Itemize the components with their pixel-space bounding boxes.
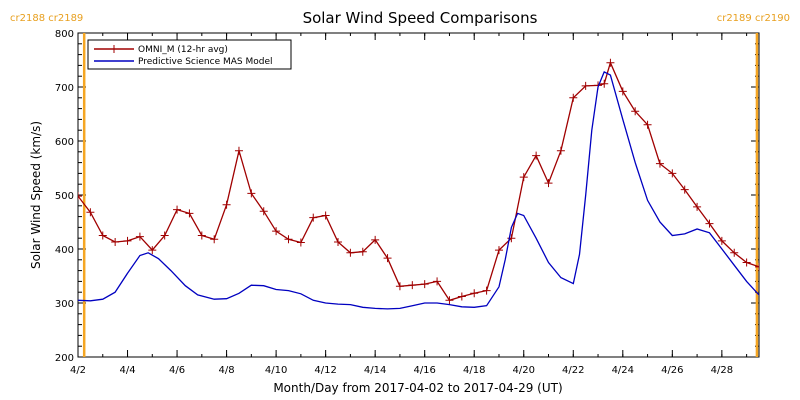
- x-tick-label: 4/22: [562, 365, 584, 376]
- data-point-omni: [606, 58, 615, 67]
- data-point-omni: [371, 235, 380, 244]
- data-point-omni: [334, 237, 343, 246]
- x-tick-label: 4/20: [513, 365, 535, 376]
- data-point-omni: [358, 247, 367, 256]
- y-tick-label: 800: [55, 29, 74, 40]
- data-point-omni: [470, 289, 479, 298]
- data-point-omni: [210, 235, 219, 244]
- data-point-omni: [532, 151, 541, 160]
- legend-label-omni: OMNI_M (12-hr avg): [138, 45, 228, 55]
- x-tick-label: 4/12: [314, 365, 336, 376]
- legend-marker-omni: [110, 45, 118, 53]
- series-line-mas: [78, 70, 759, 310]
- data-point-omni: [544, 179, 553, 188]
- x-tick-label: 4/10: [265, 365, 287, 376]
- data-point-omni: [259, 207, 268, 216]
- data-point-omni: [346, 248, 355, 257]
- data-point-omni: [309, 213, 318, 222]
- data-point-omni: [755, 262, 759, 271]
- data-point-omni: [433, 277, 442, 286]
- x-tick-label: 4/2: [70, 365, 86, 376]
- y-axis-label: Solar Wind Speed (km/s): [29, 121, 43, 269]
- data-point-omni: [420, 280, 429, 289]
- data-point-omni: [173, 205, 182, 214]
- data-point-omni: [457, 292, 466, 301]
- data-point-omni: [600, 79, 609, 88]
- data-point-omni: [742, 258, 751, 267]
- data-point-omni: [135, 232, 144, 241]
- chart-title: Solar Wind Speed Comparisons: [303, 9, 538, 27]
- data-point-omni: [395, 282, 404, 291]
- legend: OMNI_M (12-hr avg) Predictive Science MA…: [87, 39, 292, 70]
- data-point-omni: [631, 107, 640, 116]
- data-point-omni: [111, 237, 120, 246]
- y-tick-label: 200: [55, 353, 74, 364]
- x-tick-label: 4/6: [169, 365, 185, 376]
- carrington-label-left: cr2188 cr2189: [10, 13, 83, 24]
- data-point-omni: [383, 254, 392, 263]
- data-point-omni: [222, 200, 231, 209]
- data-point-omni: [197, 231, 206, 240]
- y-tick-label: 400: [55, 245, 74, 256]
- x-tick-label: 4/18: [463, 365, 485, 376]
- data-point-omni: [569, 93, 578, 102]
- y-axis: 200 300 400 500 600 700 800: [55, 29, 759, 364]
- y-tick-label: 600: [55, 137, 74, 148]
- x-tick-label: 4/8: [219, 365, 235, 376]
- y-tick-label: 500: [55, 191, 74, 202]
- data-point-omni: [247, 189, 256, 198]
- data-point-omni: [556, 146, 565, 155]
- x-tick-label: 4/28: [711, 365, 733, 376]
- y-tick-label: 300: [55, 299, 74, 310]
- data-point-omni: [98, 231, 107, 240]
- data-point-omni: [717, 236, 726, 245]
- data-point-omni: [693, 202, 702, 211]
- data-point-omni: [86, 208, 95, 217]
- carrington-lines: [82, 33, 759, 357]
- data-point-omni: [78, 192, 82, 201]
- x-tick-label: 4/26: [661, 365, 683, 376]
- data-point-omni: [618, 87, 627, 96]
- data-point-omni: [284, 235, 293, 244]
- data-point-omni: [148, 246, 157, 255]
- data-point-omni: [296, 238, 305, 247]
- x-tick-label: 4/4: [119, 365, 135, 376]
- data-point-omni: [445, 296, 454, 305]
- data-point-omni: [408, 281, 417, 290]
- data-point-omni: [643, 120, 652, 129]
- data-point-omni: [123, 236, 132, 245]
- data-point-omni: [494, 246, 503, 255]
- data-point-omni: [655, 159, 664, 168]
- legend-label-mas: Predictive Science MAS Model: [138, 57, 273, 67]
- data-point-omni: [519, 173, 528, 182]
- y-tick-label: 700: [55, 83, 74, 94]
- data-point-omni: [482, 286, 491, 295]
- data-point-omni: [581, 81, 590, 90]
- data-point-omni: [160, 231, 169, 240]
- x-tick-label: 4/14: [364, 365, 386, 376]
- data-point-omni: [705, 219, 714, 228]
- x-tick-label: 4/16: [413, 365, 435, 376]
- carrington-label-right: cr2189 cr2190: [717, 13, 790, 24]
- data-point-omni: [185, 209, 194, 218]
- data-point-omni: [321, 211, 330, 220]
- data-point-omni: [234, 146, 243, 155]
- data-point-omni: [272, 227, 281, 236]
- data-point-omni: [668, 169, 677, 178]
- x-tick-label: 4/24: [612, 365, 634, 376]
- data-point-omni: [730, 248, 739, 257]
- x-axis-label: Month/Day from 2017-04-02 to 2017-04-29 …: [273, 381, 562, 395]
- series-line-omni: [78, 60, 759, 302]
- plot-frame: [77, 32, 760, 358]
- legend-box: [87, 39, 292, 70]
- x-axis: 4/2 4/4 4/6 4/8 4/10 4/12 4/14 4/16 4/18 4/20 4/22…: [70, 33, 748, 376]
- series-layer: [78, 58, 759, 310]
- data-point-omni: [680, 185, 689, 194]
